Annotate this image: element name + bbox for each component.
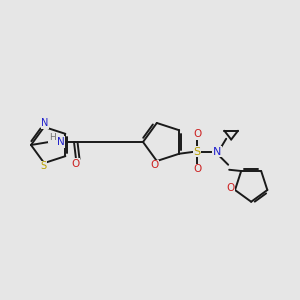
Text: O: O xyxy=(72,159,80,169)
Text: O: O xyxy=(193,129,201,139)
Text: N: N xyxy=(213,147,221,157)
Text: N: N xyxy=(41,118,49,128)
Text: O: O xyxy=(226,183,234,193)
Text: O: O xyxy=(151,160,159,170)
Text: N: N xyxy=(57,137,65,147)
Text: S: S xyxy=(194,147,201,157)
Text: S: S xyxy=(40,161,46,171)
Text: H: H xyxy=(49,134,56,142)
Text: O: O xyxy=(193,164,201,174)
